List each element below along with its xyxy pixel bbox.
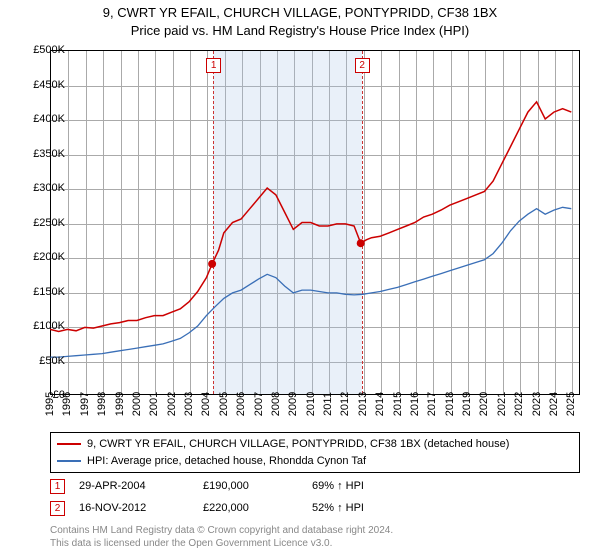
sale-date-1: 29-APR-2004 [79,480,189,492]
series-line-property_price [50,102,571,332]
line-series-svg [50,50,580,395]
legend-item-hpi: HPI: Average price, detached house, Rhon… [57,453,573,470]
x-tick-label: 2002 [166,392,178,416]
x-tick-label: 2005 [218,392,230,416]
x-tick-label: 2007 [253,392,265,416]
x-tick-label: 2003 [183,392,195,416]
footer-attribution: Contains HM Land Registry data © Crown c… [50,524,580,550]
series-line-hpi_rct_detached [50,207,571,357]
y-tick-label: £500K [15,44,65,56]
y-tick-label: £350K [15,148,65,160]
legend-item-property: 9, CWRT YR EFAIL, CHURCH VILLAGE, PONTYP… [57,436,573,453]
y-tick-label: £100K [15,320,65,332]
sale-marker-1: 1 [50,479,65,494]
sale-point-marker [208,260,216,268]
sale-date-2: 16-NOV-2012 [79,502,189,514]
x-tick-label: 2023 [531,392,543,416]
title-line2: Price paid vs. HM Land Registry's House … [0,22,600,40]
x-tick-label: 2025 [565,392,577,416]
x-tick-label: 1995 [44,392,56,416]
y-tick-label: £400K [15,113,65,125]
y-tick-label: £150K [15,286,65,298]
x-tick-label: 2020 [478,392,490,416]
sale-marker-2: 2 [50,501,65,516]
x-tick-label: 2009 [287,392,299,416]
x-tick-label: 2011 [322,392,334,416]
sale-hpi-1: 69% ↑ HPI [312,480,402,492]
legend-box: 9, CWRT YR EFAIL, CHURCH VILLAGE, PONTYP… [50,432,580,473]
x-tick-label: 2014 [374,392,386,416]
y-tick-label: £200K [15,251,65,263]
footer-line2: This data is licensed under the Open Gov… [50,537,580,550]
x-tick-label: 2019 [461,392,473,416]
x-tick-label: 2008 [270,392,282,416]
y-tick-label: £250K [15,217,65,229]
x-tick-label: 2017 [426,392,438,416]
x-tick-label: 2006 [235,392,247,416]
y-tick-label: £450K [15,79,65,91]
y-tick-label: £300K [15,182,65,194]
legend-swatch-hpi [57,460,81,462]
x-tick-label: 2010 [305,392,317,416]
x-tick-label: 2012 [339,392,351,416]
legend-swatch-property [57,443,81,445]
chart-title-block: 9, CWRT YR EFAIL, CHURCH VILLAGE, PONTYP… [0,0,600,39]
sale-price-2: £220,000 [203,502,298,514]
x-tick-label: 2013 [357,392,369,416]
legend-label-hpi: HPI: Average price, detached house, Rhon… [87,453,366,470]
x-tick-label: 2016 [409,392,421,416]
sale-row-1: 1 29-APR-2004 £190,000 69% ↑ HPI [50,475,580,497]
x-tick-label: 2021 [496,392,508,416]
x-tick-label: 2015 [392,392,404,416]
x-tick-label: 1999 [114,392,126,416]
sale-point-marker [357,239,365,247]
x-tick-label: 2004 [200,392,212,416]
x-tick-label: 1997 [79,392,91,416]
x-tick-label: 2022 [513,392,525,416]
footer-line1: Contains HM Land Registry data © Crown c… [50,524,580,537]
sale-row-2: 2 16-NOV-2012 £220,000 52% ↑ HPI [50,497,580,519]
title-line1: 9, CWRT YR EFAIL, CHURCH VILLAGE, PONTYP… [0,4,600,22]
chart-area: 12 [50,50,580,395]
y-tick-label: £50K [15,355,65,367]
sale-hpi-2: 52% ↑ HPI [312,502,402,514]
y-tick-label: £0 [15,389,65,401]
sale-price-1: £190,000 [203,480,298,492]
legend-label-property: 9, CWRT YR EFAIL, CHURCH VILLAGE, PONTYP… [87,436,509,453]
sales-table: 1 29-APR-2004 £190,000 69% ↑ HPI 2 16-NO… [50,475,580,519]
x-tick-label: 2024 [548,392,560,416]
x-tick-label: 2000 [131,392,143,416]
x-tick-label: 2001 [148,392,160,416]
x-tick-label: 2018 [444,392,456,416]
x-tick-label: 1998 [96,392,108,416]
x-tick-label: 1996 [61,392,73,416]
